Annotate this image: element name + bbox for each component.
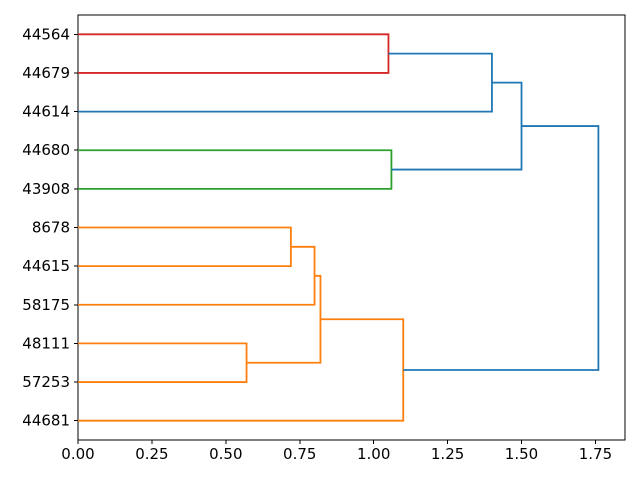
dendrogram-link	[78, 226, 292, 268]
leaf-label: 44681	[22, 412, 70, 430]
leaf-label: 43908	[22, 180, 70, 198]
x-tick-label: 0.50	[209, 445, 242, 463]
x-tick-label: 1.75	[579, 445, 612, 463]
dendrogram-link	[403, 125, 600, 371]
dendrogram-link	[78, 33, 390, 74]
leaf-label: 44564	[22, 25, 70, 43]
x-tick-label: 0.00	[61, 445, 94, 463]
leaf-label: 8678	[32, 219, 70, 237]
leaf-label: 44614	[22, 103, 70, 121]
x-tick-label: 0.75	[283, 445, 316, 463]
dendrogram-link	[78, 318, 405, 422]
dendrogram-link	[246, 274, 322, 364]
dendrogram-link	[78, 342, 248, 383]
leaf-label: 44615	[22, 257, 70, 275]
leaf-label: 48111	[22, 334, 70, 352]
dendrogram-link	[391, 81, 523, 171]
leaf-label: 44680	[22, 141, 70, 159]
x-tick-label: 0.25	[135, 445, 168, 463]
leaf-label: 58175	[22, 296, 70, 314]
leaf-label: 44679	[22, 64, 70, 82]
leaf-label: 57253	[22, 373, 70, 391]
x-tick-label: 1.50	[505, 445, 538, 463]
x-tick-label: 1.00	[357, 445, 390, 463]
x-tick-label: 1.25	[431, 445, 464, 463]
dendrogram-link	[78, 149, 393, 190]
